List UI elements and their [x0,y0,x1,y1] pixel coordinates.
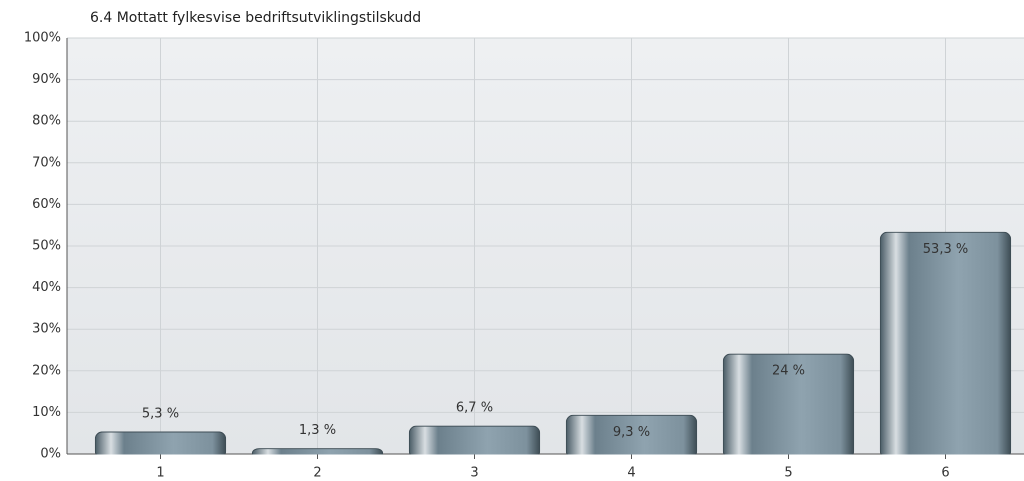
x-tick-label: 5 [784,466,792,481]
data-label: 24 % [772,364,805,379]
y-tick-label: 100% [24,31,61,46]
y-tick-label: 10% [32,405,61,420]
data-label: 53,3 % [923,242,968,257]
chart-title: 6.4 Mottatt fylkesvise bedriftsutvikling… [90,10,421,26]
x-tick-label: 6 [941,466,949,481]
y-tick-label: 40% [32,280,61,295]
y-tick-label: 0% [40,447,61,462]
y-tick-label: 20% [32,363,61,378]
x-tick-label: 2 [313,466,321,481]
y-tick-label: 70% [32,155,61,170]
y-tick-label: 60% [32,197,61,212]
y-tick-label: 30% [32,322,61,337]
data-label: 5,3 % [142,406,179,421]
y-tick-label: 80% [32,114,61,129]
x-tick-label: 3 [470,466,478,481]
bar [409,426,539,458]
x-tick-label: 1 [156,466,164,481]
y-tick-label: 50% [32,239,61,254]
data-label: 9,3 % [613,425,650,440]
data-label: 1,3 % [299,423,336,438]
y-tick-label: 90% [32,72,61,87]
bar [95,432,225,458]
data-label: 6,7 % [456,401,493,416]
bar [880,232,1010,458]
x-tick-label: 4 [627,466,635,481]
